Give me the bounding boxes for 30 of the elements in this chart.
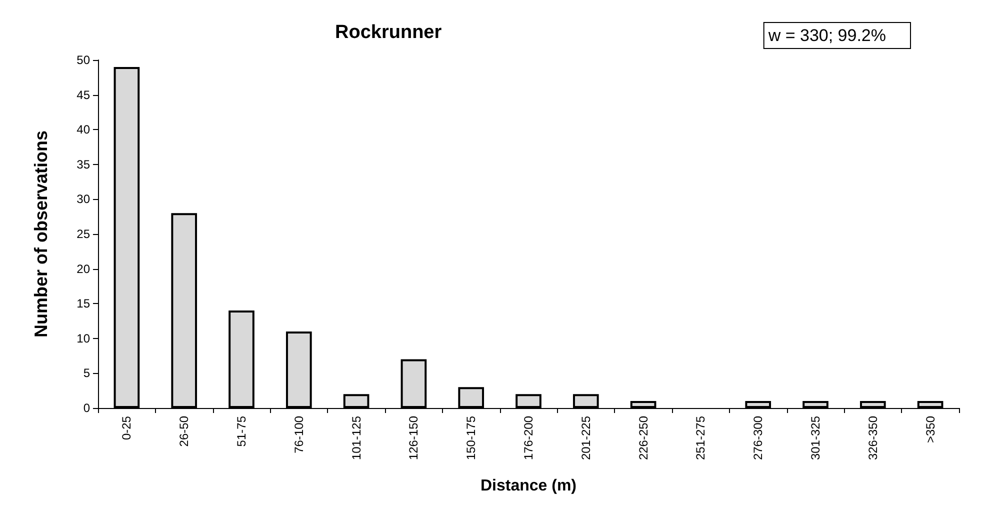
x-tick-label: 150-175 <box>464 416 478 460</box>
x-tick-label: >350 <box>923 416 938 444</box>
x-tick-label: 101-125 <box>349 416 364 460</box>
x-tick-label: 301-325 <box>808 416 822 460</box>
y-tick-label: 10 <box>76 331 90 346</box>
y-tick-label: 30 <box>76 192 90 206</box>
y-tick-label: 40 <box>76 122 90 137</box>
y-tick-label: 15 <box>76 296 90 311</box>
y-tick-label: 5 <box>83 366 90 380</box>
y-tick-label: 25 <box>76 227 90 241</box>
x-tick-label: 326-350 <box>866 416 880 460</box>
y-tick-label: 0 <box>83 401 90 415</box>
y-tick-label: 50 <box>76 53 90 67</box>
y-tick-label: 35 <box>76 157 90 172</box>
chart-title: Rockrunner <box>335 22 442 43</box>
x-tick-label: 226-250 <box>636 416 650 460</box>
y-tick-label: 20 <box>76 262 90 276</box>
x-tick-label: 176-200 <box>522 416 536 460</box>
x-tick-label: 51-75 <box>234 416 248 447</box>
x-tick-label: 251-275 <box>694 416 708 460</box>
y-axis-title: Number of observations <box>31 130 51 338</box>
x-tick-label: 76-100 <box>292 416 306 454</box>
x-tick-label: 201-225 <box>578 416 593 460</box>
y-tick-label: 45 <box>76 88 90 102</box>
text: w = 330; 99.2% <box>767 26 886 45</box>
x-axis-title: Distance (m) <box>480 478 577 494</box>
x-tick-label: 126-150 <box>406 416 421 460</box>
x-tick-label: 276-300 <box>751 416 766 460</box>
x-tick-label: 26-50 <box>177 416 192 447</box>
x-tick-label: 0-25 <box>120 416 134 440</box>
